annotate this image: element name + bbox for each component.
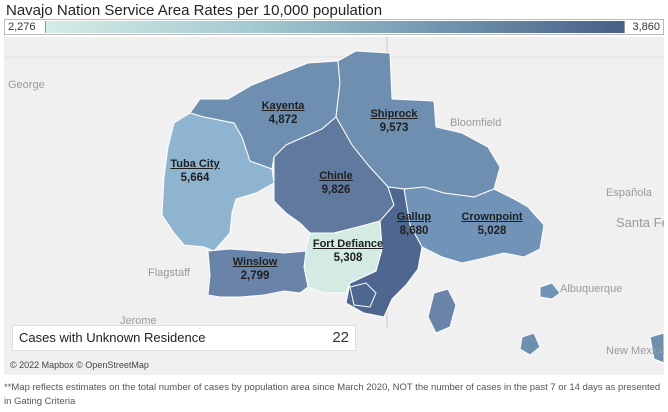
basemap-label-flagstaff: Flagstaff bbox=[148, 267, 190, 279]
region-name: Kayenta bbox=[261, 100, 305, 112]
region-name: Winslow bbox=[232, 256, 278, 268]
region-name: Shiprock bbox=[370, 108, 418, 120]
basemap-label-jerome: Jerome bbox=[120, 315, 157, 327]
region-label-gallup[interactable]: Gallup 8,680 bbox=[397, 210, 431, 238]
region-winslow[interactable] bbox=[207, 248, 309, 298]
region-fragment-albuquerque[interactable] bbox=[539, 282, 561, 300]
legend-max-label: 3,860 bbox=[632, 21, 660, 33]
region-value: 5,664 bbox=[180, 172, 210, 184]
region-fragment-south[interactable] bbox=[519, 332, 541, 356]
region-value: 9,826 bbox=[321, 184, 351, 196]
region-label-fort-defiance[interactable]: Fort Defiance 5,308 bbox=[313, 237, 383, 265]
region-name: Fort Defiance bbox=[312, 238, 384, 250]
map-attribution[interactable]: © 2022 Mapbox © OpenStreetMap bbox=[10, 360, 149, 370]
region-value: 4,872 bbox=[268, 114, 298, 126]
basemap-label-bloomfield: Bloomfield bbox=[450, 117, 502, 129]
basemap-label-albuquerque: Albuquerque bbox=[560, 283, 623, 295]
region-crownpoint[interactable] bbox=[403, 186, 545, 264]
region-value: 5,028 bbox=[477, 225, 507, 237]
unknown-residence-box: Cases with Unknown Residence 22 bbox=[12, 325, 356, 351]
region-label-tuba-city[interactable]: Tuba City 5,664 bbox=[170, 157, 219, 185]
region-name: Chinle bbox=[319, 170, 353, 182]
legend-min-label: 2,276 bbox=[8, 21, 36, 33]
region-value: 8,680 bbox=[399, 225, 429, 237]
region-value: 5,308 bbox=[333, 252, 363, 264]
region-label-shiprock[interactable]: Shiprock 9,573 bbox=[370, 107, 417, 135]
basemap-label-espanola: Española bbox=[606, 187, 652, 199]
region-fragment-southeast[interactable] bbox=[649, 332, 664, 364]
region-fragment-gallup[interactable] bbox=[349, 282, 377, 308]
region-label-kayenta[interactable]: Kayenta 4,872 bbox=[262, 99, 305, 127]
legend-gradient-bar bbox=[45, 21, 625, 33]
unknown-residence-label: Cases with Unknown Residence bbox=[19, 330, 206, 345]
map-svg bbox=[4, 37, 664, 364]
region-fragment-east[interactable] bbox=[427, 288, 457, 334]
region-value: 2,799 bbox=[240, 270, 270, 282]
region-name: Crownpoint bbox=[461, 211, 523, 223]
basemap-label-george: George bbox=[8, 79, 45, 91]
region-name: Gallup bbox=[396, 211, 432, 223]
footnote: **Map reflects estimates on the total nu… bbox=[4, 382, 661, 407]
basemap-label-new-mexico: New Mexico bbox=[606, 345, 664, 357]
map-canvas[interactable]: George Bloomfield Española Santa Fe Flag… bbox=[4, 37, 664, 375]
region-label-crownpoint[interactable]: Crownpoint 5,028 bbox=[461, 210, 522, 238]
basemap-label-santa-fe: Santa Fe bbox=[616, 215, 664, 230]
region-label-winslow[interactable]: Winslow 2,799 bbox=[233, 255, 278, 283]
unknown-residence-value: 22 bbox=[332, 329, 349, 346]
map-title: Navajo Nation Service Area Rates per 10,… bbox=[6, 2, 383, 19]
color-legend: 2,276 3,860 bbox=[4, 19, 664, 35]
region-name: Tuba City bbox=[170, 158, 220, 170]
region-value: 9,573 bbox=[379, 122, 409, 134]
region-label-chinle[interactable]: Chinle 9,826 bbox=[319, 169, 353, 197]
